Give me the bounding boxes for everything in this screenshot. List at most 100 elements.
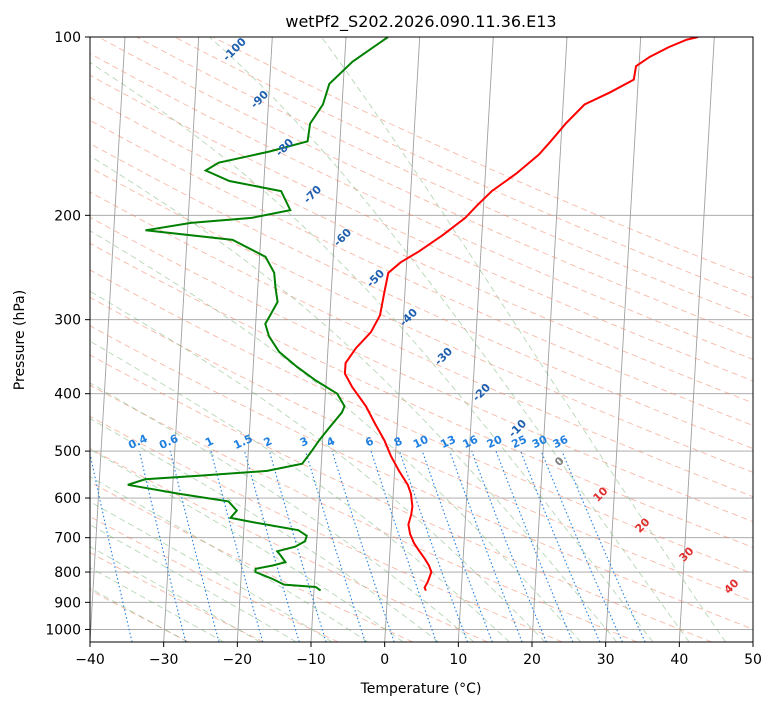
mixing-ratio-line [169, 450, 220, 642]
mixing-ratio-line [331, 450, 395, 642]
moist-adiabat-label: -40 [397, 306, 420, 329]
moist-adiabat-label: -50 [364, 267, 387, 290]
y-tick-label: 100 [54, 30, 81, 46]
dry-adiabat [90, 269, 753, 575]
moist-adiabat [90, 476, 368, 642]
mixing-ratio-label: 8 [392, 434, 404, 449]
mixing-ratio-label: 4 [325, 434, 338, 449]
mixing-ratio-line [305, 450, 366, 642]
dry-adiabat [90, 242, 753, 548]
dry-adiabat [90, 216, 753, 523]
x-tick-label: 40 [670, 652, 688, 668]
mixing-ratio-label: 1.5 [232, 432, 255, 452]
y-tick-label: 800 [54, 565, 81, 581]
mixing-ratio-label: 13 [438, 433, 457, 451]
dry-adiabat-label: 40 [722, 576, 742, 596]
mixing-ratio-line [449, 450, 523, 642]
mixing-ratio-line [268, 450, 327, 642]
x-tick-label: 30 [597, 652, 615, 668]
mixing-ratio-label: 16 [461, 433, 481, 451]
dry-adiabat [90, 354, 712, 642]
moist-adiabat [90, 524, 297, 642]
dry-adiabat [90, 415, 563, 642]
moist-adiabat [209, 37, 690, 642]
dry-adiabat [90, 448, 488, 642]
mixing-ratio-label: 36 [551, 433, 571, 451]
moist-adiabat-label: 0 [552, 454, 567, 469]
moist-adiabat [321, 37, 726, 642]
temperature-profile [343, 37, 699, 591]
y-axis-title: Pressure (hPa) [12, 290, 28, 390]
x-tick-label: −30 [149, 652, 179, 668]
mixing-ratio-line [210, 450, 264, 642]
mixing-ratio-line [399, 450, 469, 642]
isotherm-gridline [531, 37, 568, 642]
dry-adiabat [90, 166, 753, 473]
mixing-ratio-label: 10 [411, 433, 431, 451]
dry-adiabat [90, 384, 638, 642]
mixing-ratio-label: 0.6 [157, 432, 180, 452]
dry-adiabat [90, 296, 753, 602]
moist-adiabat [90, 417, 439, 642]
moist-adiabat [90, 546, 261, 642]
moist-adiabat [90, 61, 654, 642]
x-tick-label: −10 [296, 652, 326, 668]
mixing-ratio-label: 30 [530, 433, 550, 451]
mixing-ratio-label: 0.4 [126, 432, 149, 452]
isotherm-gridline [457, 37, 494, 642]
mixing-ratio-line [561, 450, 646, 642]
dry-adiabat [90, 481, 414, 642]
isotherm-gridline [752, 634, 753, 642]
x-tick-label: 10 [449, 652, 467, 668]
mixing-ratio-label: 25 [510, 433, 529, 451]
y-tick-label: 300 [54, 313, 81, 329]
dewpoint-profile [127, 37, 389, 592]
background-lines [90, 37, 753, 642]
moist-adiabat [90, 155, 618, 642]
plot-frame [89, 36, 754, 643]
mixing-ratio-line [520, 450, 601, 642]
moist-adiabat-label: -100 [220, 35, 249, 64]
dry-adiabat [90, 119, 753, 426]
dry-adiabat [90, 191, 753, 498]
y-tick-label: 900 [54, 595, 81, 611]
mixing-ratio-label: 6 [363, 434, 376, 449]
dry-adiabat [90, 53, 753, 360]
dry-adiabat-label: 30 [677, 544, 697, 564]
dry-adiabat [90, 74, 753, 382]
moist-adiabat [90, 230, 582, 642]
isotherm-gridline [90, 37, 126, 642]
mixing-ratio-line [370, 450, 437, 642]
dry-adiabat [90, 325, 753, 630]
y-tick-label: 400 [54, 387, 81, 403]
isotherm-gridline [678, 37, 715, 642]
isotherm-gridline [163, 37, 200, 642]
y-tick-label: 600 [54, 491, 81, 507]
moist-adiabat [90, 567, 225, 642]
y-tick-label: 1000 [45, 622, 81, 638]
dry-adiabat [136, 37, 753, 319]
moist-adiabat [90, 382, 475, 642]
dry-adiabat [98, 37, 753, 339]
mixing-ratio-label: 3 [298, 434, 310, 449]
mixing-ratio-line [138, 450, 187, 642]
mixing-ratio-line [90, 451, 133, 642]
isotherm-gridline [236, 37, 273, 642]
moist-adiabat-label: -30 [432, 345, 455, 368]
dry-adiabat [90, 552, 264, 642]
x-tick-label: 20 [523, 652, 541, 668]
x-tick-label: −20 [223, 652, 253, 668]
mixing-ratio-line [540, 450, 623, 642]
chart-title: wetPf2_S202.2026.090.11.36.E13 [285, 12, 556, 32]
moist-adiabat [90, 587, 188, 642]
x-tick-label: −40 [75, 652, 105, 668]
x-tick-label: 0 [380, 652, 389, 668]
mixing-ratio-label: 1 [203, 434, 215, 449]
moist-adiabat-label: -10 [506, 417, 529, 440]
isotherm-gridline [605, 37, 642, 642]
mixing-ratio-line [471, 450, 547, 642]
mixing-ratio-line [421, 450, 493, 642]
dry-adiabat [90, 96, 753, 404]
moist-adiabat [90, 340, 510, 642]
